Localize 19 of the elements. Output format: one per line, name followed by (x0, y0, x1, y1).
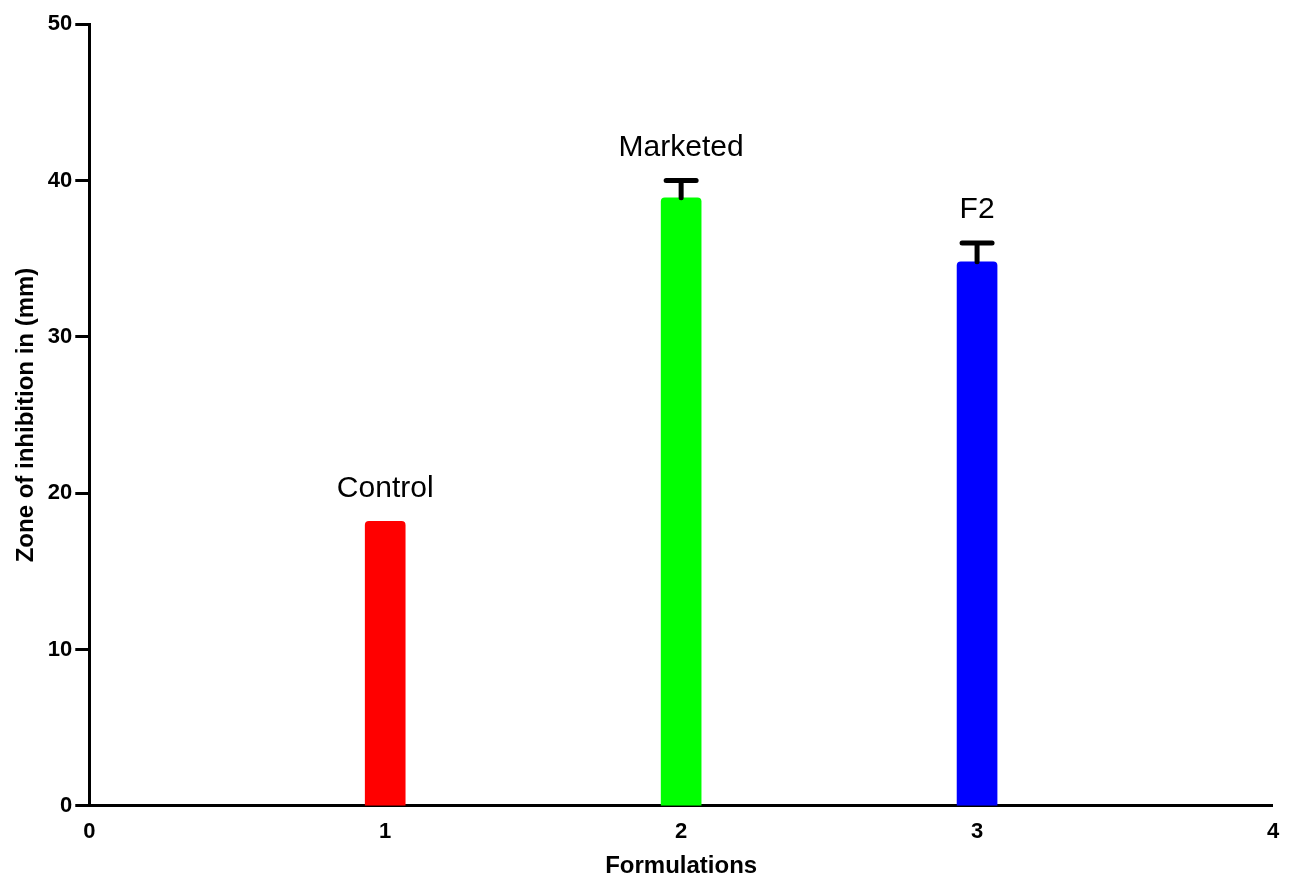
x-tick-label: 4 (1266, 818, 1280, 844)
annotation: Marketed (618, 128, 744, 162)
x-tick-label: 3 (970, 818, 984, 844)
y-tick-label: 50 (47, 10, 73, 36)
y-tick-label: 40 (47, 166, 73, 192)
x-tick-label: 1 (379, 818, 392, 844)
y-axis-title: Zone of inhibition in (mm) (11, 267, 39, 563)
x-axis-title: Formulations (605, 851, 758, 879)
bar (956, 261, 998, 806)
y-tick-label: 20 (47, 479, 73, 505)
annotation: Control (336, 469, 434, 503)
annotation: F2 (959, 191, 995, 225)
bar (364, 520, 406, 806)
x-tick-label: 0 (83, 818, 96, 844)
y-tick-label: 0 (60, 791, 73, 817)
x-tick-label: 2 (675, 818, 688, 844)
y-tick-label: 30 (47, 322, 73, 348)
bar (660, 197, 702, 806)
y-tick-label: 10 (47, 635, 73, 661)
